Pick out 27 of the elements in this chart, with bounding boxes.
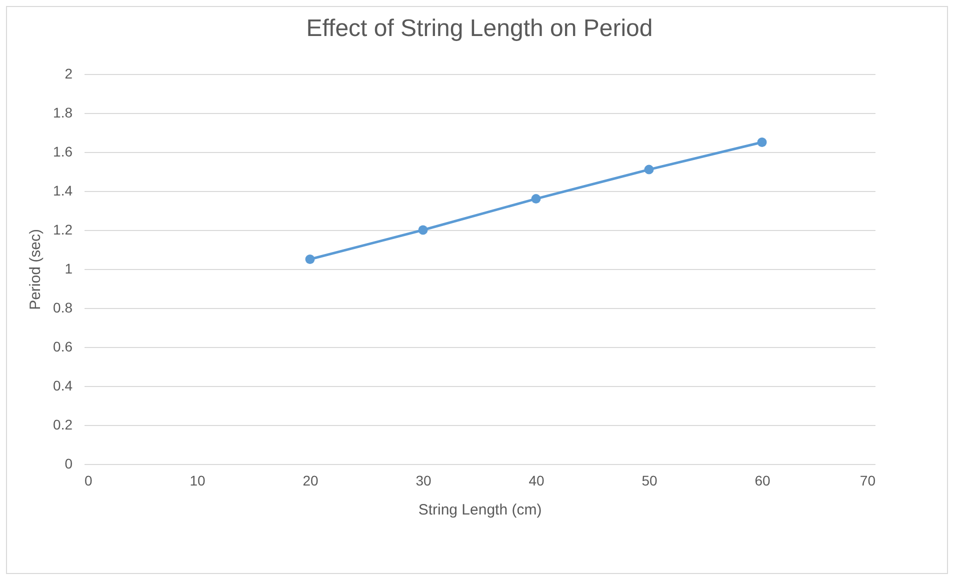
x-tick-label: 10 xyxy=(190,472,206,488)
point xyxy=(305,254,315,264)
y-tick-label: 1.6 xyxy=(53,144,73,160)
y-tick-label: 2 xyxy=(64,66,73,82)
x-tick-label: 40 xyxy=(528,472,544,488)
y-axis-title: Period (sec) xyxy=(27,229,44,310)
y-tick-label: 1.8 xyxy=(53,104,73,120)
point xyxy=(644,164,654,174)
y-tick-label: 0.4 xyxy=(53,378,73,394)
x-tick-label: 20 xyxy=(302,472,318,488)
x-tick-label: 50 xyxy=(642,472,658,488)
chart-title: Effect of String Length on Period xyxy=(306,15,653,42)
y-tick-label: 1.4 xyxy=(53,182,73,198)
x-axis-title: String Length (cm) xyxy=(418,502,542,518)
y-tick-label: 1.2 xyxy=(53,222,73,238)
y-tick-label: 0.8 xyxy=(53,300,73,316)
x-tick-label: 30 xyxy=(416,472,432,488)
x-tick-label: 60 xyxy=(754,472,770,488)
y-tick-label: 0.2 xyxy=(53,416,73,432)
point xyxy=(531,194,541,204)
x-tick-label: 70 xyxy=(860,472,876,488)
point xyxy=(757,138,767,147)
y-tick-label: 1 xyxy=(64,260,73,276)
x-tick-label: 0 xyxy=(84,472,92,488)
y-tick-label: 0.6 xyxy=(53,338,73,354)
y-tick-label: 0 xyxy=(64,456,73,472)
point xyxy=(418,225,428,235)
